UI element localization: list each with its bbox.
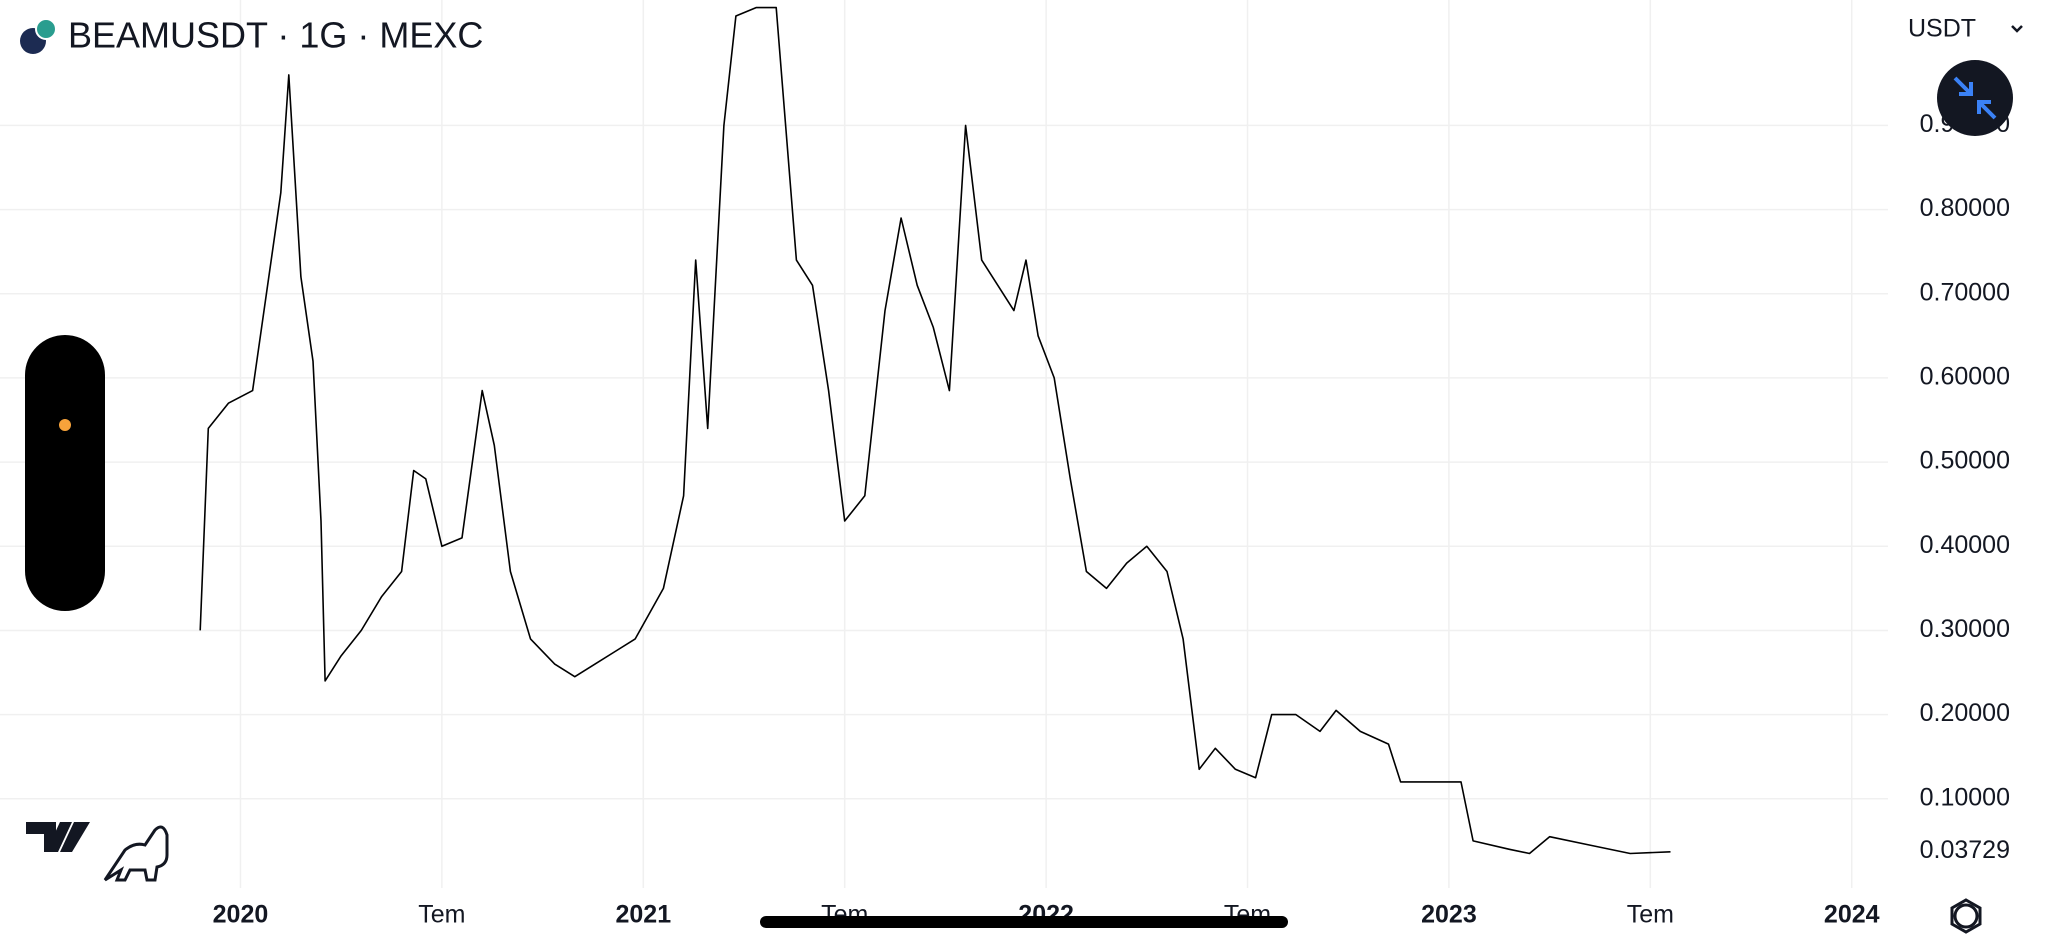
plot [199,6,1671,855]
y-tick-label: 0.60000 [1920,363,2010,391]
y-tick-label: 0.50000 [1920,447,2010,475]
y-tick-label: 0.70000 [1920,278,2010,306]
y-tick-label: 0.80000 [1920,194,2010,222]
exchange-icon [35,18,57,40]
y-tick-label: 0.40000 [1920,531,2010,559]
x-tick-label: 2023 [1421,901,1477,929]
mascot-icon [103,825,169,882]
y-tick-label: 0.20000 [1920,699,2010,727]
x-tick-label: 2024 [1824,901,1880,929]
y-tick-label: 0.10000 [1920,783,2010,811]
currency-selector[interactable]: USDT [1908,15,1976,43]
settings-hex[interactable] [1950,898,1982,934]
home-indicator[interactable] [760,916,1288,928]
y-tick-label: 0.30000 [1920,615,2010,643]
pill-dot [59,419,71,431]
symbol-title: BEAMUSDT · 1G · MEXC [68,15,483,56]
x-tick-label: Tem [418,901,465,929]
x-tick-label: 2021 [615,901,671,929]
x-tick-label: 2020 [213,901,269,929]
last-price-label: 0.03729 [1920,836,2010,864]
x-tick-label: Tem [1627,901,1674,929]
tradingview-logo [26,822,90,852]
currency-caret[interactable] [2011,25,2023,33]
grid [0,0,1888,888]
settings-icon[interactable] [1953,903,1979,929]
price-line [199,6,1671,855]
side-pill[interactable] [25,335,105,611]
collapse-button[interactable] [1937,60,2013,136]
collapse-icon[interactable] [1953,76,1997,120]
